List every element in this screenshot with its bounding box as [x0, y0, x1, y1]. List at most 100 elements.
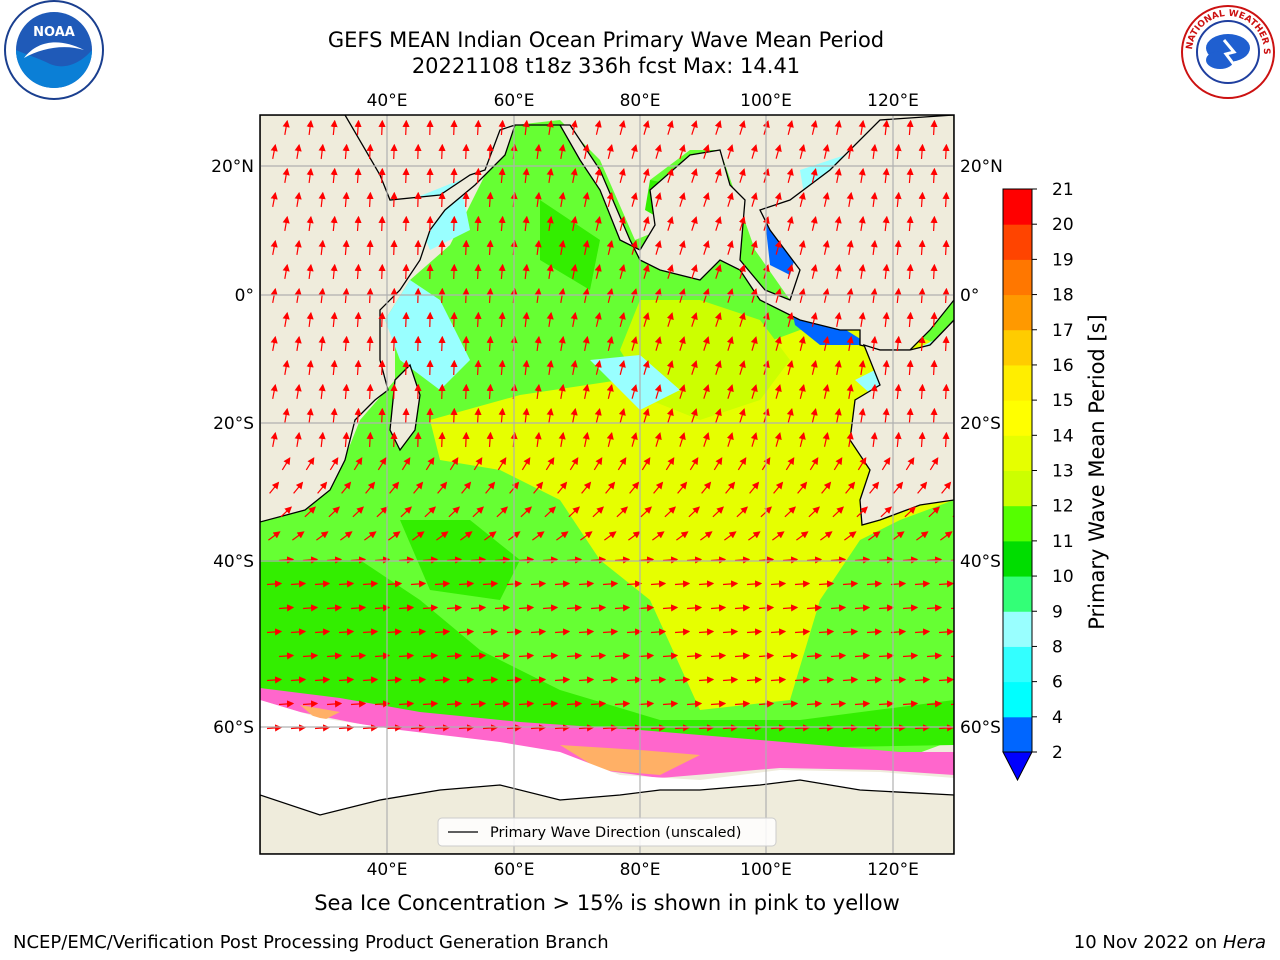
wave-arrow [470, 604, 487, 612]
wave-arrow [750, 432, 758, 447]
wave-arrow [904, 506, 916, 518]
lon-label-top: 60°E [494, 91, 535, 111]
wave-arrow [306, 263, 314, 279]
wave-arrow [798, 288, 806, 303]
colorbar-tick-label: 18 [1052, 286, 1074, 306]
wave-arrow [798, 192, 806, 207]
wave-arrow [330, 407, 338, 424]
wave-arrow [774, 192, 782, 207]
wave-arrow [266, 676, 283, 684]
wave-direction-arrows [266, 119, 954, 732]
wave-arrow [282, 407, 290, 424]
wave-arrow [726, 144, 734, 159]
wave-arrow [318, 239, 326, 256]
wave-arrow [642, 216, 650, 231]
wave-arrow [906, 119, 914, 136]
wave-arrow [338, 580, 355, 588]
wave-arrow [438, 287, 446, 304]
wave-arrow [666, 312, 674, 327]
wave-arrow [710, 556, 727, 564]
wave-arrow [630, 384, 638, 399]
wave-arrow [654, 384, 662, 399]
lon-label-top: 40°E [367, 91, 408, 111]
wave-arrow [318, 143, 326, 160]
wave-arrow [470, 700, 487, 708]
wave-arrow [702, 432, 710, 447]
wave-arrow [902, 556, 919, 564]
wave-arrow [786, 408, 794, 423]
wave-arrow [366, 143, 374, 160]
wave-arrow [618, 264, 626, 279]
wave-arrow [497, 457, 507, 471]
wave-arrow [822, 336, 830, 351]
lon-label-bottom: 40°E [367, 860, 408, 880]
wave-arrow [590, 604, 607, 612]
wave-arrow [930, 407, 938, 424]
wave-arrow [472, 506, 484, 518]
wave-arrow [314, 676, 331, 684]
wave-arrow [818, 628, 835, 636]
colorbar-tick-label: 11 [1052, 532, 1074, 552]
wave-arrow [341, 481, 352, 494]
wave-arrow [678, 192, 686, 207]
wave-arrow [772, 531, 785, 541]
wave-arrow [434, 628, 451, 636]
wave-arrow [306, 167, 314, 183]
wave-arrow [270, 335, 278, 352]
wave-arrow [749, 481, 760, 494]
colorbar-tick-label: 6 [1052, 673, 1063, 693]
wave-arrow [878, 604, 895, 612]
colorbar-tick-label: 4 [1052, 708, 1063, 728]
wave-arrow [942, 287, 950, 304]
wave-arrow [446, 700, 463, 708]
wave-arrow [498, 407, 506, 424]
wave-arrow [278, 652, 295, 660]
wave-arrow [377, 457, 387, 471]
wave-arrow [462, 383, 470, 400]
wave-arrow [545, 457, 555, 471]
wave-arrow [290, 580, 307, 588]
wave-arrow [938, 580, 954, 588]
wave-arrow [726, 240, 734, 255]
wave-arrow [342, 143, 350, 160]
wave-arrow [401, 457, 411, 471]
wave-arrow [498, 311, 506, 328]
wave-arrow [436, 531, 449, 541]
wave-arrow [810, 312, 818, 327]
colorbar-tick-label: 19 [1052, 250, 1074, 270]
wave-arrow [474, 407, 482, 424]
wave-arrow [786, 216, 794, 231]
wave-arrow [486, 431, 494, 448]
wave-arrow [350, 604, 367, 612]
wave-arrow [914, 628, 931, 636]
wave-arrow [784, 506, 796, 518]
wave-arrow [926, 652, 943, 660]
wave-arrow [494, 556, 511, 564]
wave-arrow [462, 239, 470, 256]
wave-arrow [534, 383, 542, 399]
wave-arrow [570, 119, 578, 136]
wave-arrow [522, 359, 530, 376]
wave-arrow [446, 604, 463, 612]
wave-arrow [330, 215, 338, 232]
wave-arrow [318, 335, 326, 352]
wave-arrow [566, 652, 583, 660]
wave-arrow [750, 384, 758, 399]
wave-arrow [614, 700, 631, 708]
wave-arrow [362, 676, 379, 684]
wave-arrow [870, 239, 878, 255]
wave-arrow [578, 580, 595, 588]
wave-arrow [906, 167, 914, 184]
wave-arrow [698, 676, 715, 684]
wave-arrow [818, 724, 835, 732]
wave-arrow [594, 120, 602, 135]
wave-arrow [918, 239, 926, 256]
wave-arrow [594, 312, 602, 327]
wave-arrow [846, 239, 854, 256]
wave-arrow [282, 215, 290, 232]
wave-arrow [686, 652, 703, 660]
wave-arrow [713, 457, 723, 471]
wave-arrow [422, 652, 439, 660]
wave-arrow [714, 408, 722, 423]
wave-arrow [554, 724, 571, 732]
